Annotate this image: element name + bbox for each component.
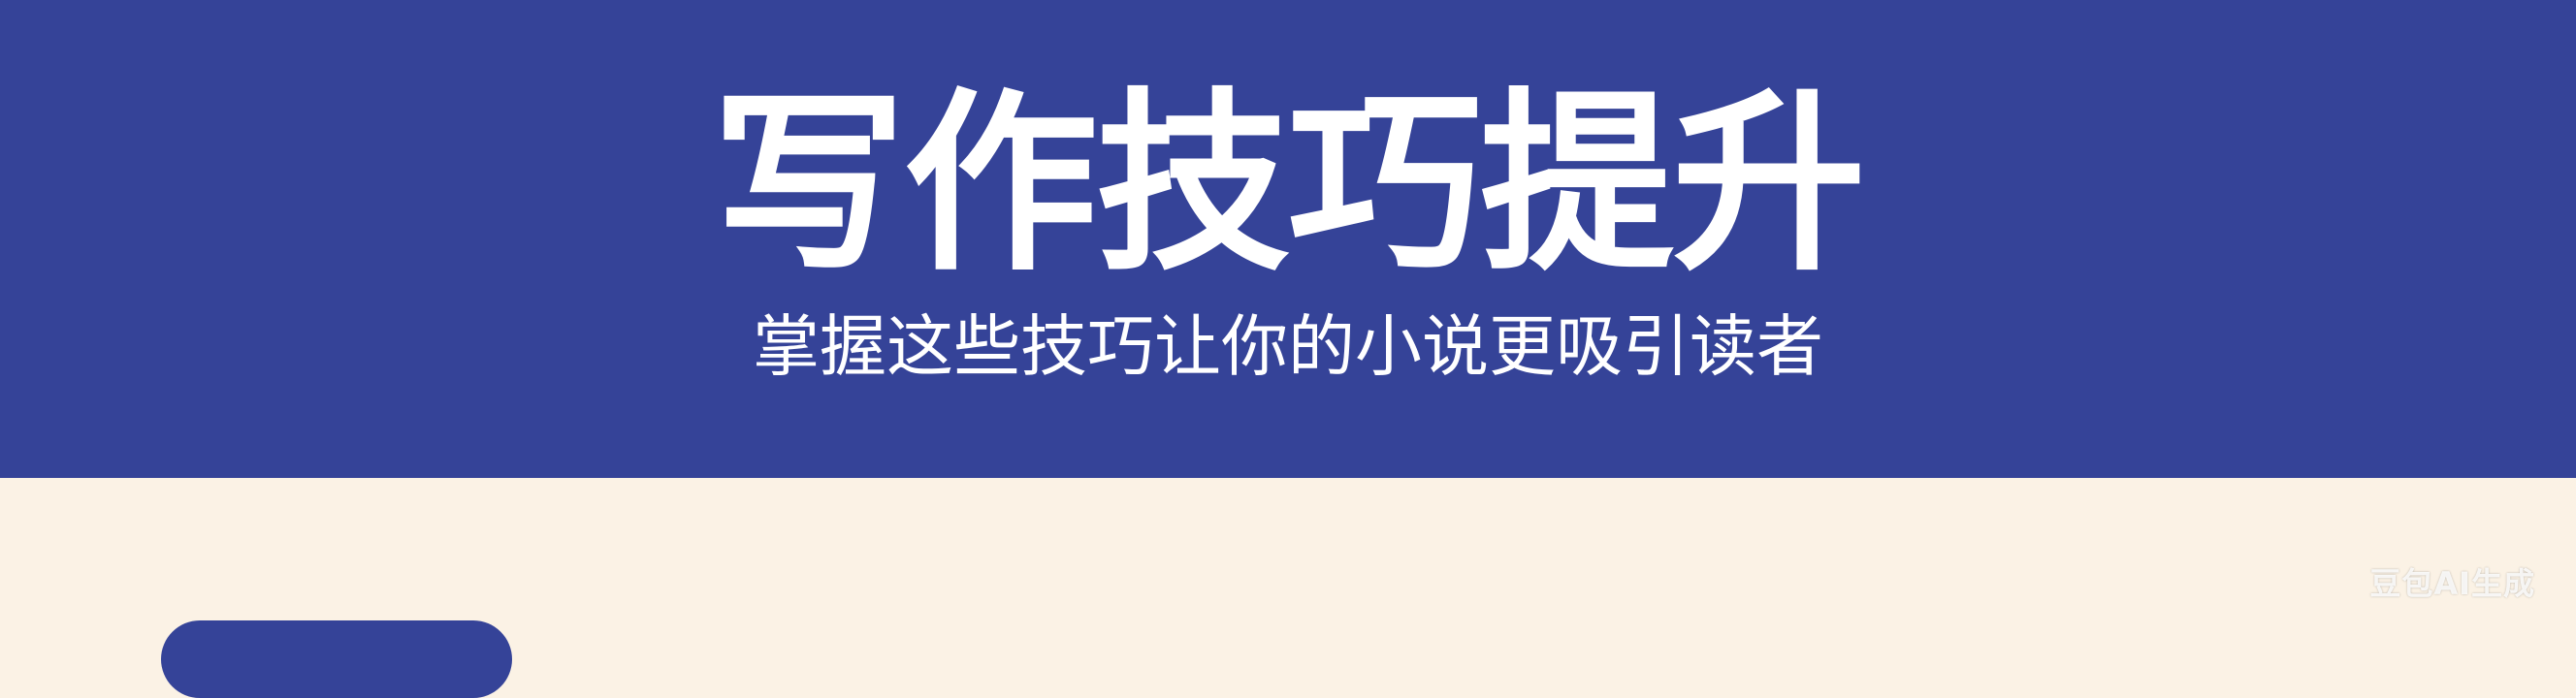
section-tab	[161, 620, 512, 698]
header-banner: 写作技巧提升 掌握这些技巧让你的小说更吸引读者	[0, 0, 2576, 478]
watermark-logo: 豆包AI生成	[2369, 565, 2535, 602]
content-area	[0, 478, 2576, 644]
page-subtitle: 掌握这些技巧让你的小说更吸引读者	[753, 308, 1823, 386]
page-title: 写作技巧提升	[711, 72, 1866, 298]
